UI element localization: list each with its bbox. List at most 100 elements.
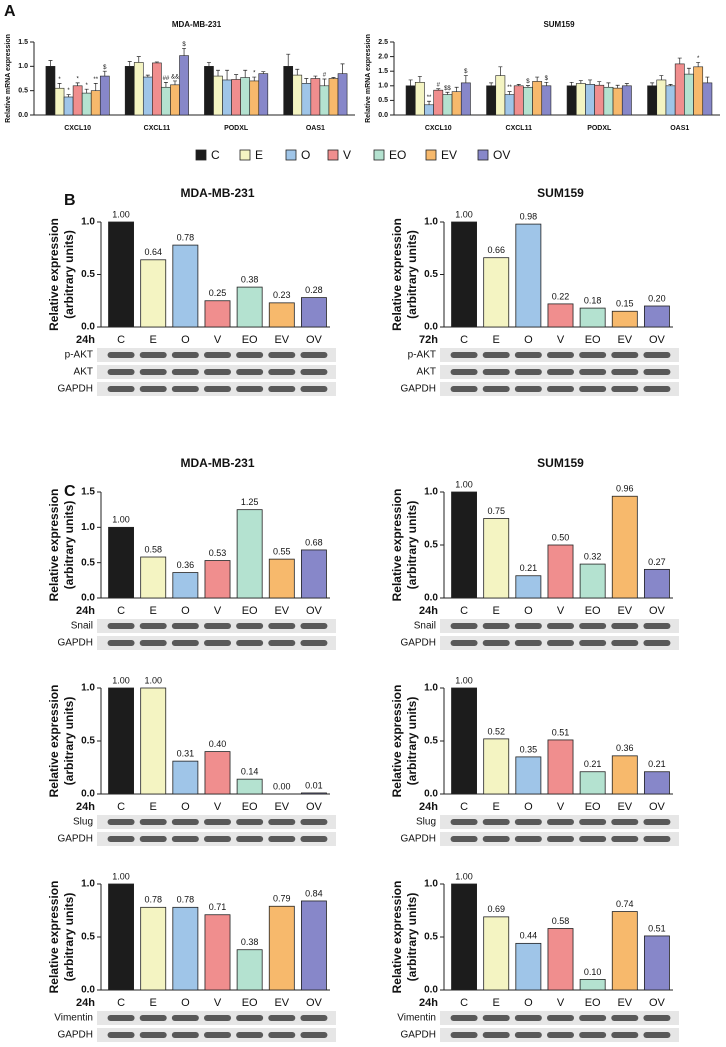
value-label: 0.10 <box>584 967 602 977</box>
error-bar <box>445 91 450 95</box>
blot-band <box>107 640 135 646</box>
bar <box>611 755 638 795</box>
value-label: 1.00 <box>144 675 162 685</box>
blot-band <box>204 386 231 392</box>
blot-band <box>139 640 167 646</box>
y-axis-label: Relative expression <box>390 489 404 602</box>
y-axis-label: (arbitrary units) <box>62 230 76 319</box>
x-tick-label: O <box>181 334 190 346</box>
bar <box>300 900 327 991</box>
error-bar <box>498 66 503 76</box>
blot-band <box>236 819 264 825</box>
error-bar <box>606 82 611 88</box>
y-tick-label: 1.0 <box>18 63 28 70</box>
blot-label: Slug <box>416 817 436 828</box>
bar <box>140 259 167 328</box>
error-bar <box>427 100 432 105</box>
bar <box>268 302 295 328</box>
y-tick-label: 0.5 <box>81 932 95 943</box>
error-bar <box>57 83 62 89</box>
x-tick-label: PODXL <box>587 125 612 132</box>
blot-band <box>139 1032 167 1038</box>
bar <box>643 771 670 795</box>
x-tick-label: CXCL10 <box>64 125 91 132</box>
y-axis-label: (arbitrary units) <box>405 697 419 786</box>
blot-band <box>579 1015 607 1021</box>
y-axis-label: Relative expression <box>47 489 61 602</box>
y-axis-label: (arbitrary units) <box>62 501 76 590</box>
value-label: 0.01 <box>305 780 323 790</box>
significance-label: # <box>437 82 441 88</box>
y-tick-label: 1.0 <box>81 522 95 533</box>
blot-band <box>450 623 478 629</box>
bar <box>236 286 263 328</box>
x-tick-label: EO <box>585 605 601 617</box>
y-axis-label: Relative expression <box>47 685 61 798</box>
y-tick-label: 0.5 <box>18 88 28 95</box>
bar <box>547 928 574 991</box>
bar <box>140 906 167 991</box>
significance-label: * <box>58 77 61 83</box>
significance-label: $ <box>182 42 186 48</box>
error-bar <box>75 82 80 86</box>
value-label: 0.98 <box>520 211 538 221</box>
bar <box>337 73 348 116</box>
blot-band <box>268 623 296 629</box>
value-label: 0.20 <box>648 293 666 303</box>
bar <box>451 491 478 599</box>
value-label: 0.14 <box>241 767 259 777</box>
y-tick-label: 0.0 <box>81 322 95 333</box>
y-tick-label: 1.5 <box>18 39 28 46</box>
blot-band <box>236 836 264 842</box>
bar <box>451 221 478 328</box>
blot-label: GAPDH <box>57 1030 93 1041</box>
bar <box>451 91 462 116</box>
error-bar <box>243 69 248 78</box>
blot-band <box>300 352 328 358</box>
y-tick-label: 0.0 <box>424 322 438 333</box>
error-bar <box>578 80 583 84</box>
bar <box>319 85 330 116</box>
bar <box>483 916 510 991</box>
bar <box>81 92 92 116</box>
blot-band <box>171 386 199 392</box>
error-bar <box>525 85 530 88</box>
legend-swatch <box>327 149 339 161</box>
blot-band <box>300 836 328 842</box>
bar <box>268 905 295 991</box>
blot-band <box>611 352 639 358</box>
blot-band <box>482 819 510 825</box>
x-tick-label: C <box>460 605 468 617</box>
legend-swatch <box>477 149 489 161</box>
value-label: 0.25 <box>209 288 227 298</box>
bar <box>579 771 606 795</box>
bar <box>142 76 153 116</box>
error-bar <box>234 74 239 80</box>
chart-title: MDA-MB-231 <box>180 456 254 470</box>
bar <box>594 84 605 116</box>
bar <box>585 84 595 116</box>
blot-band <box>236 1015 264 1021</box>
legend-swatch <box>195 149 207 161</box>
significance-label: $ <box>103 65 107 71</box>
y-tick-label: 0.5 <box>424 540 438 551</box>
x-tick-label: OV <box>649 334 666 346</box>
bar <box>611 495 638 599</box>
y-tick-label: 0.5 <box>81 269 95 280</box>
value-label: 0.35 <box>520 744 538 754</box>
bar <box>108 221 135 328</box>
blot-label: GAPDH <box>400 834 436 845</box>
blot-band <box>547 640 574 646</box>
bar <box>656 79 667 116</box>
bar <box>249 80 260 116</box>
y-axis-label: Relative expression <box>390 218 404 331</box>
blot-band <box>643 836 671 842</box>
error-bar <box>304 78 309 84</box>
error-bar <box>340 63 345 74</box>
value-label: 0.27 <box>648 557 666 567</box>
blot-band <box>514 1015 542 1021</box>
blot-band <box>643 1032 671 1038</box>
bar <box>152 62 162 116</box>
blot-band <box>268 1015 296 1021</box>
time-label: 24h <box>76 334 95 346</box>
